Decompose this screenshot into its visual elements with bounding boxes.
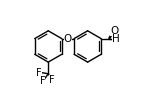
Text: F: F <box>36 67 42 78</box>
Text: F: F <box>40 76 45 86</box>
Text: H: H <box>112 34 120 44</box>
Text: F: F <box>49 75 55 85</box>
Text: O: O <box>64 34 72 44</box>
Text: O: O <box>110 26 118 36</box>
